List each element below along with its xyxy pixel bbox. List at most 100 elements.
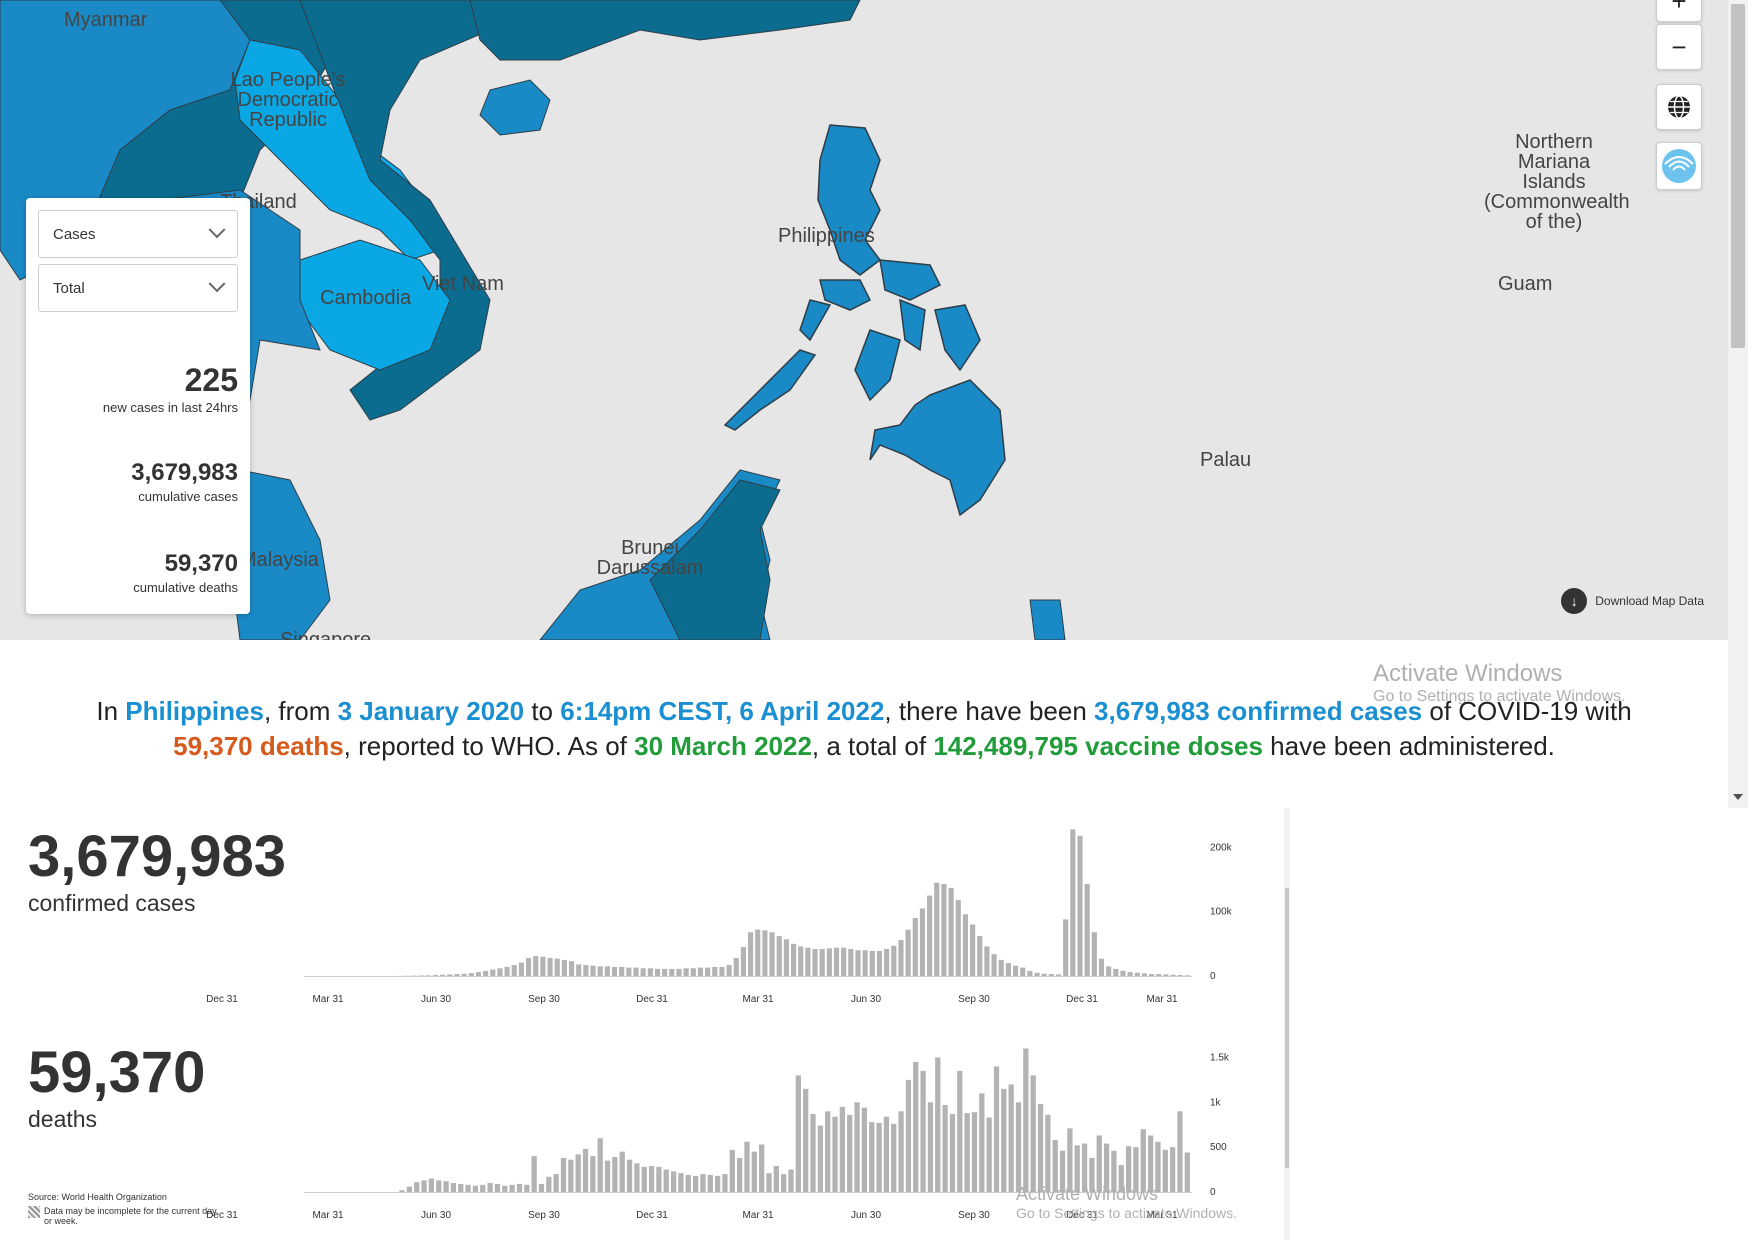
chart-bar[interactable] bbox=[855, 950, 861, 976]
chart-bar[interactable] bbox=[418, 975, 424, 976]
chart-bar[interactable] bbox=[751, 1151, 757, 1192]
chart-bar[interactable] bbox=[1120, 970, 1126, 976]
chart-bar[interactable] bbox=[612, 1157, 618, 1192]
chart-bar[interactable] bbox=[955, 900, 961, 976]
chart-bar[interactable] bbox=[540, 956, 546, 976]
chart-bar[interactable] bbox=[663, 1169, 669, 1192]
scroll-down-arrow-icon[interactable] bbox=[1733, 794, 1743, 800]
chart-bar[interactable] bbox=[568, 961, 575, 976]
chart-bar[interactable] bbox=[648, 1165, 655, 1192]
chart-bar[interactable] bbox=[561, 959, 567, 976]
chart-bar[interactable] bbox=[1125, 1146, 1132, 1192]
chart-bar[interactable] bbox=[1059, 1150, 1066, 1192]
chart-bar[interactable] bbox=[1023, 1048, 1029, 1192]
chart-bar[interactable] bbox=[654, 968, 661, 976]
chart-bar[interactable] bbox=[436, 1180, 442, 1192]
period-select[interactable]: Total bbox=[38, 264, 238, 312]
chart-bar[interactable] bbox=[949, 1113, 956, 1192]
chart-bar[interactable] bbox=[611, 966, 618, 976]
chart-bar[interactable] bbox=[560, 1157, 567, 1192]
chart-bar[interactable] bbox=[962, 914, 968, 976]
chart-bar[interactable] bbox=[662, 968, 668, 976]
chart-bar[interactable] bbox=[1184, 1152, 1190, 1192]
chart-bar[interactable] bbox=[970, 924, 976, 976]
chart-bar[interactable] bbox=[861, 1107, 868, 1192]
chart-bar[interactable] bbox=[443, 1181, 449, 1192]
chart-bar[interactable] bbox=[1015, 1102, 1022, 1192]
chart-bar[interactable] bbox=[795, 1075, 801, 1192]
chart-bar[interactable] bbox=[1089, 1157, 1095, 1192]
chart-bar[interactable] bbox=[957, 1070, 963, 1192]
chart-bar[interactable] bbox=[733, 957, 739, 976]
summary-country-link[interactable]: Philippines bbox=[125, 696, 264, 726]
chart-bar[interactable] bbox=[406, 1186, 413, 1192]
zoom-out-button[interactable]: − bbox=[1656, 24, 1702, 70]
chart-bar[interactable] bbox=[1034, 972, 1040, 976]
chart-bar[interactable] bbox=[440, 974, 446, 976]
chart-bar[interactable] bbox=[783, 939, 789, 976]
chart-bar[interactable] bbox=[531, 1156, 537, 1192]
chart-bar[interactable] bbox=[692, 1175, 699, 1192]
chart-bar[interactable] bbox=[640, 968, 646, 976]
chart-bar[interactable] bbox=[991, 954, 997, 976]
chart-bar[interactable] bbox=[803, 1088, 809, 1192]
chart-bar[interactable] bbox=[685, 1174, 691, 1192]
chart-bar[interactable] bbox=[736, 1157, 743, 1192]
chart-bar[interactable] bbox=[465, 1184, 471, 1192]
chart-bar[interactable] bbox=[504, 966, 510, 976]
chart-bar[interactable] bbox=[669, 968, 675, 976]
region-philippines[interactable] bbox=[723, 124, 1006, 517]
chart-bar[interactable] bbox=[1134, 972, 1140, 976]
chart-bar[interactable] bbox=[472, 1185, 479, 1192]
chart-bar[interactable] bbox=[913, 1061, 919, 1192]
chart-bar[interactable] bbox=[590, 965, 596, 976]
chart-bar[interactable] bbox=[876, 1122, 882, 1192]
chart-bar[interactable] bbox=[748, 932, 754, 976]
chart-bar[interactable] bbox=[461, 973, 467, 976]
chart-bar[interactable] bbox=[832, 1116, 838, 1192]
chart-bar[interactable] bbox=[755, 929, 761, 976]
chart-bar[interactable] bbox=[1077, 835, 1083, 976]
chart-bar[interactable] bbox=[1177, 975, 1183, 976]
chart-bar[interactable] bbox=[518, 962, 524, 976]
chart-bar[interactable] bbox=[826, 948, 832, 976]
chart-bar[interactable] bbox=[1081, 1143, 1088, 1192]
chart-bar[interactable] bbox=[516, 1183, 523, 1192]
chart-bar[interactable] bbox=[744, 1141, 750, 1192]
chart-bar[interactable] bbox=[726, 965, 732, 976]
chart-bar[interactable] bbox=[935, 1057, 941, 1192]
chart-bar[interactable] bbox=[707, 1174, 713, 1192]
chart-bar[interactable] bbox=[421, 1180, 427, 1192]
chart-bar[interactable] bbox=[898, 1111, 904, 1192]
chart-bar[interactable] bbox=[729, 1149, 735, 1192]
chart-bar[interactable] bbox=[634, 1163, 640, 1192]
chart-bar[interactable] bbox=[919, 908, 926, 976]
chart-bar[interactable] bbox=[670, 1171, 677, 1192]
chart-bar[interactable] bbox=[1045, 1114, 1051, 1192]
chart-bar[interactable] bbox=[1170, 974, 1176, 976]
chart-bar[interactable] bbox=[1096, 1135, 1102, 1192]
chart-bar[interactable] bbox=[762, 930, 768, 976]
chart-bar[interactable] bbox=[854, 1102, 860, 1192]
chart-bar[interactable] bbox=[454, 974, 460, 976]
chart-bar[interactable] bbox=[690, 968, 696, 976]
chart-bar[interactable] bbox=[1169, 1147, 1176, 1192]
chart-bar[interactable] bbox=[554, 958, 560, 976]
chart-bar[interactable] bbox=[1027, 970, 1033, 976]
chart-bar[interactable] bbox=[819, 948, 825, 976]
region-sabah[interactable] bbox=[649, 479, 781, 640]
chart-bar[interactable] bbox=[1048, 974, 1054, 976]
chart-bar[interactable] bbox=[1177, 1111, 1183, 1192]
chart-bar[interactable] bbox=[805, 947, 811, 976]
chart-bar[interactable] bbox=[759, 1144, 765, 1192]
chart-bar[interactable] bbox=[1140, 1129, 1146, 1192]
chart-bar[interactable] bbox=[1020, 967, 1026, 976]
chart-bar[interactable] bbox=[590, 1156, 596, 1192]
chart-bar[interactable] bbox=[979, 1093, 985, 1192]
chart-bar[interactable] bbox=[891, 945, 897, 976]
chart-bar[interactable] bbox=[1070, 829, 1076, 976]
chart-bar[interactable] bbox=[1103, 1143, 1110, 1192]
chart-bar[interactable] bbox=[781, 1174, 787, 1192]
chart-bar[interactable] bbox=[641, 1166, 647, 1192]
chart-bar[interactable] bbox=[656, 1166, 662, 1192]
